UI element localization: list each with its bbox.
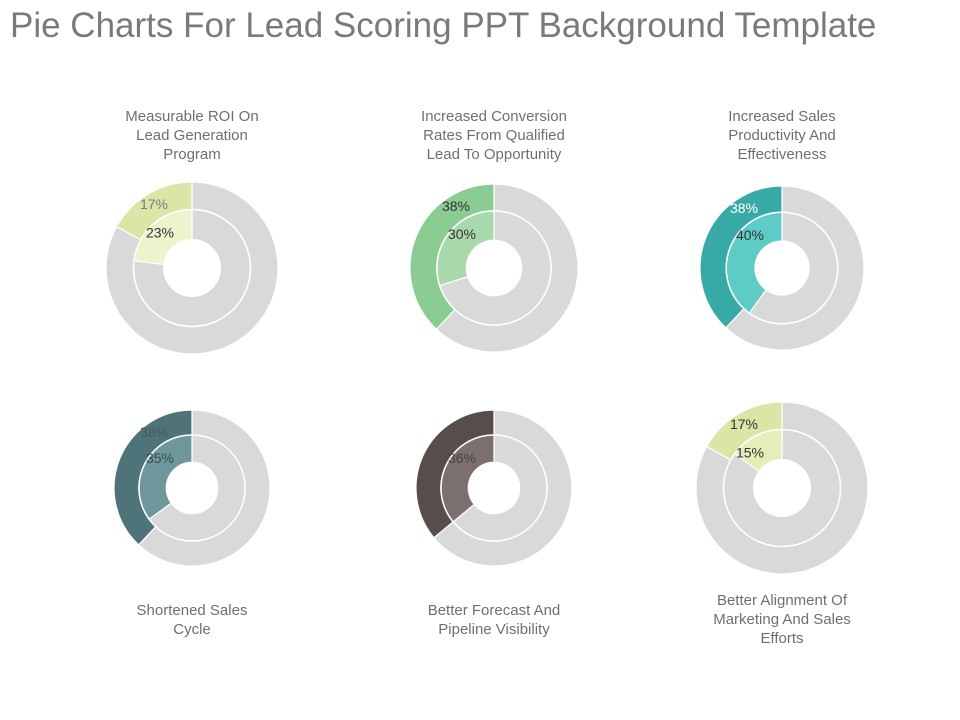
chart-caption-3: Increased Sales Productivity And Effective… — [682, 107, 882, 164]
ring-separator — [132, 208, 252, 328]
donut-chart-2: 38% 30% — [409, 183, 579, 353]
donut-hole — [163, 239, 221, 297]
chart-caption-1: Measurable ROI On Lead Generation Program — [92, 107, 292, 164]
caption-line: Program — [163, 146, 221, 163]
inner-value-label: 40% — [736, 227, 764, 243]
caption-line: Increased Sales — [728, 108, 836, 125]
donut-hole — [466, 240, 522, 296]
donut-chart-4: 38% 35% — [113, 409, 271, 567]
ring-separator — [436, 210, 552, 326]
caption-line: Marketing And Sales — [713, 611, 851, 628]
donut-chart-1: 17% 23% — [105, 181, 279, 355]
caption-line: Efforts — [760, 630, 804, 647]
ring-separator — [440, 434, 548, 542]
donut-hole — [754, 240, 810, 296]
donut-hole — [753, 459, 811, 517]
chart-caption-2: Increased Conversion Rates From Qualified… — [394, 107, 594, 164]
donut-hole — [166, 462, 218, 514]
outer-value-label: 17% — [140, 196, 168, 212]
inner-value-label: 35% — [146, 450, 174, 466]
inner-value-label: 15% — [736, 445, 764, 461]
caption-line: Measurable ROI On — [125, 108, 259, 125]
caption-line: Lead Generation — [136, 127, 248, 144]
caption-line: Shortened Sales — [136, 602, 248, 619]
inner-value-label: 23% — [146, 225, 174, 241]
ring-separator — [722, 428, 842, 548]
caption-line: Productivity And — [728, 127, 836, 144]
chart-caption-4: Shortened Sales Cycle — [92, 601, 292, 639]
outer-value-label: 38% — [442, 198, 470, 214]
chart-caption-6: Better Alignment Of Marketing And Sales Ef… — [682, 591, 882, 648]
outer-value-label: 38% — [140, 424, 168, 440]
caption-line: Pipeline Visibility — [438, 621, 550, 638]
caption-line: Cycle — [173, 621, 211, 638]
donut-chart-6: 17% 15% — [695, 401, 869, 575]
donut-hole — [468, 462, 520, 514]
ring-separator — [138, 434, 246, 542]
page-title: Pie Charts For Lead Scoring PPT Backgrou… — [10, 6, 877, 45]
ring-separator — [725, 211, 839, 325]
donut-chart-3: 38% 40% — [699, 185, 865, 351]
chart-caption-5: Better Forecast And Pipeline Visibility — [394, 601, 594, 639]
outer-value-label: 38% — [730, 200, 758, 216]
outer-value-label: 17% — [730, 416, 758, 432]
inner-value-label: 36% — [448, 450, 476, 466]
caption-line: Effectiveness — [737, 146, 827, 163]
caption-line: Better Alignment Of — [716, 592, 848, 609]
caption-line: Increased Conversion — [421, 108, 567, 125]
donut-chart-5: 36% — [415, 409, 573, 567]
inner-value-label: 30% — [448, 226, 476, 242]
caption-line: Lead To Opportunity — [426, 146, 562, 163]
caption-line: Better Forecast And — [427, 602, 561, 619]
caption-line: Rates From Qualified — [423, 127, 565, 144]
